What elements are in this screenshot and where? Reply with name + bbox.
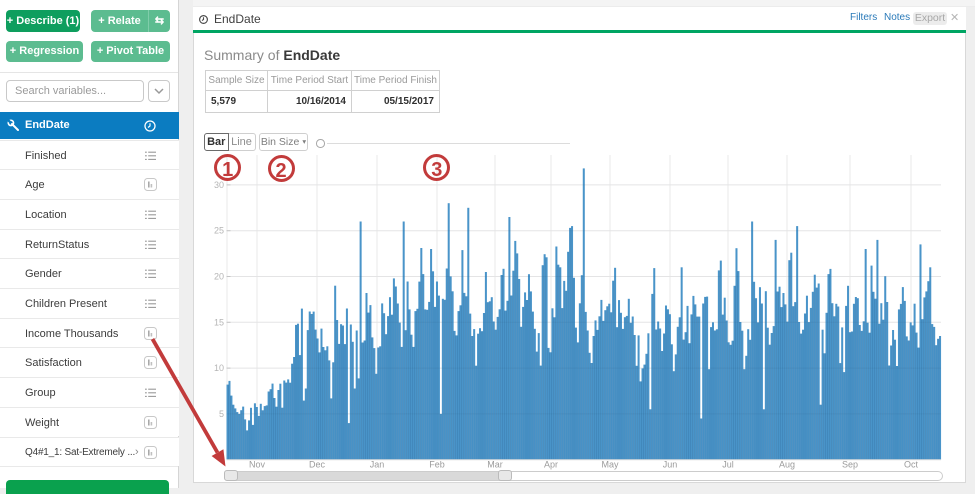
svg-text:May: May	[601, 460, 619, 470]
svg-text:15: 15	[214, 317, 224, 327]
svg-text:Oct: Oct	[904, 460, 919, 470]
svg-text:Jan: Jan	[370, 460, 385, 470]
svg-text:Dec: Dec	[309, 460, 326, 470]
svg-text:Mar: Mar	[487, 460, 503, 470]
svg-text:20: 20	[214, 272, 224, 282]
svg-text:Aug: Aug	[779, 460, 795, 470]
svg-text:Jul: Jul	[722, 460, 734, 470]
svg-text:Feb: Feb	[429, 460, 445, 470]
svg-text:Apr: Apr	[544, 460, 558, 470]
svg-text:25: 25	[214, 226, 224, 236]
svg-text:10: 10	[214, 363, 224, 373]
svg-text:Jun: Jun	[663, 460, 678, 470]
svg-text:Sep: Sep	[842, 460, 858, 470]
svg-text:5: 5	[219, 409, 224, 419]
svg-text:Nov: Nov	[249, 460, 266, 470]
svg-text:30: 30	[214, 180, 224, 190]
